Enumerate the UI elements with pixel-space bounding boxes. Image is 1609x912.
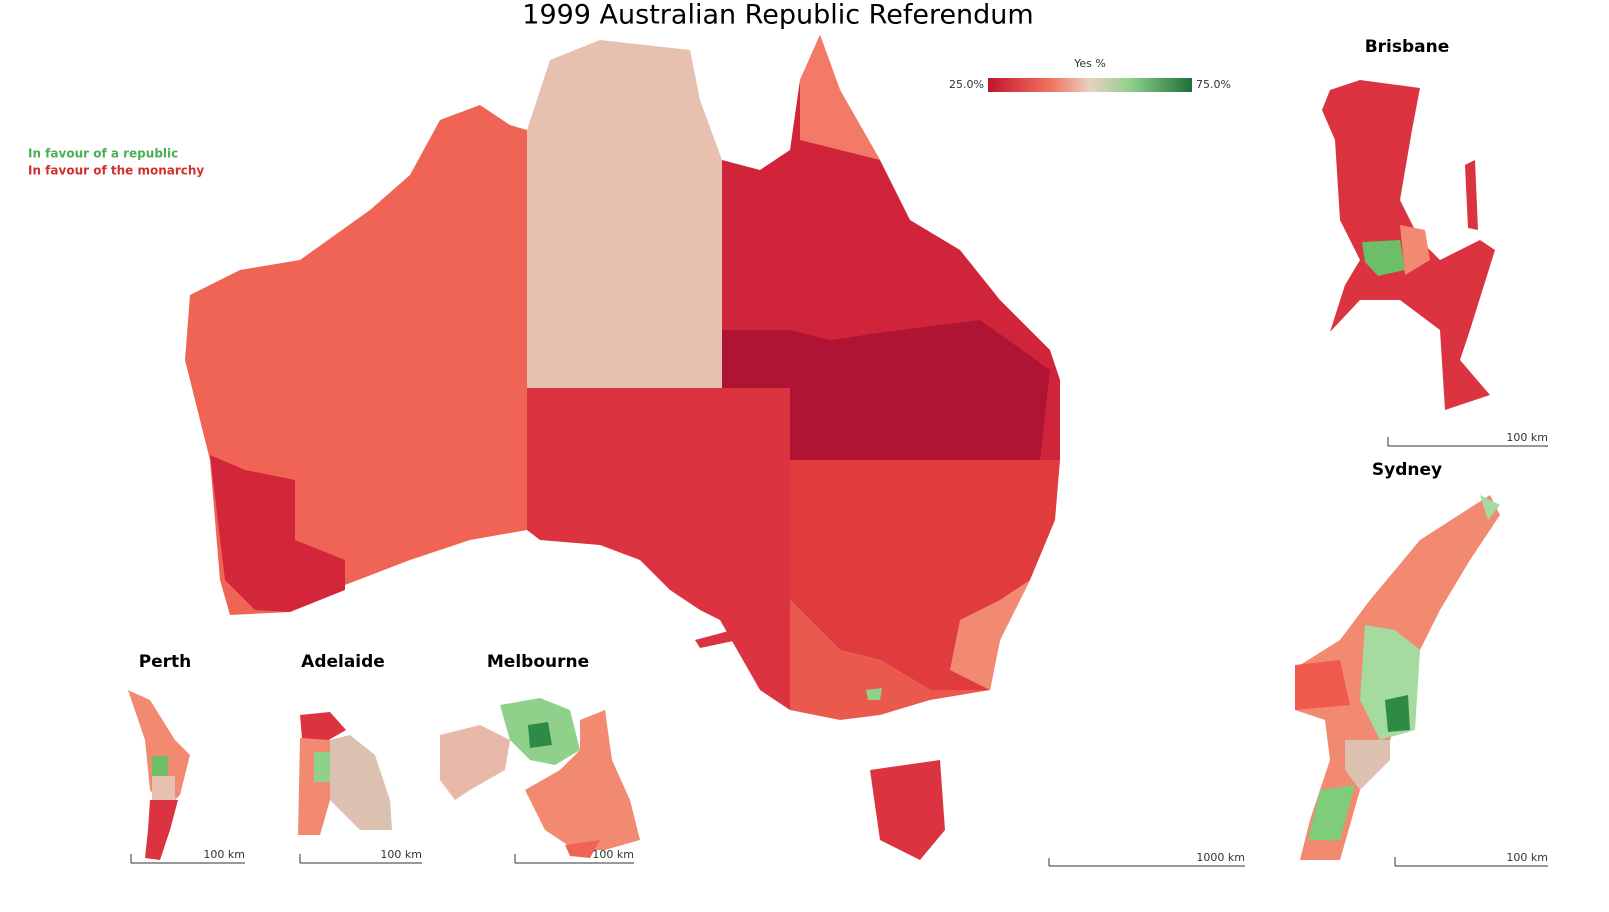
region-qld-north bbox=[800, 35, 880, 160]
region-kangaroo-island bbox=[695, 628, 740, 648]
region bbox=[1465, 160, 1478, 230]
key-republic: In favour of a republic bbox=[28, 147, 178, 161]
scale-label: 100 km bbox=[1506, 851, 1548, 864]
region-nt bbox=[527, 40, 722, 388]
inset-melbourne bbox=[440, 698, 640, 858]
region-vic bbox=[790, 600, 990, 720]
region bbox=[1480, 495, 1500, 520]
inset-perth bbox=[128, 690, 190, 860]
region-tas bbox=[870, 760, 945, 860]
region-melbourne bbox=[866, 688, 882, 700]
region bbox=[565, 840, 600, 858]
inset-label: Sydney bbox=[1372, 460, 1442, 480]
scale-label: 100 km bbox=[203, 848, 245, 861]
inset-brisbane bbox=[1322, 80, 1495, 410]
region bbox=[145, 800, 178, 860]
region bbox=[152, 756, 168, 776]
region-wa-sw bbox=[210, 455, 345, 612]
scale-label: 100 km bbox=[380, 848, 422, 861]
title: 1999 Australian Republic Referendum bbox=[522, 0, 1033, 31]
key-monarchy: In favour of the monarchy bbox=[28, 164, 204, 178]
region bbox=[525, 710, 640, 850]
region bbox=[152, 776, 175, 800]
region bbox=[1345, 740, 1390, 790]
region bbox=[440, 725, 510, 800]
region-nsw-coast bbox=[950, 580, 1030, 690]
region-sa bbox=[527, 388, 790, 710]
region bbox=[330, 735, 392, 830]
inset-sydney bbox=[1295, 495, 1500, 860]
region-qld-south bbox=[722, 320, 1050, 460]
inset-label: Melbourne bbox=[487, 652, 589, 672]
region bbox=[1295, 660, 1350, 710]
legend-max: 75.0% bbox=[1196, 78, 1231, 91]
inset-label: Brisbane bbox=[1365, 37, 1450, 57]
region bbox=[1385, 695, 1410, 732]
inset-label: Adelaide bbox=[301, 652, 385, 672]
scale-label: 1000 km bbox=[1196, 851, 1245, 864]
legend-title: Yes % bbox=[1073, 57, 1106, 70]
scale-label: 100 km bbox=[592, 848, 634, 861]
region bbox=[1362, 240, 1405, 276]
legend-gradient bbox=[988, 78, 1192, 92]
legend-min: 25.0% bbox=[949, 78, 984, 91]
region bbox=[1308, 785, 1355, 840]
australia-map bbox=[185, 35, 1060, 860]
inset-adelaide bbox=[298, 712, 392, 835]
region bbox=[314, 752, 330, 782]
region bbox=[528, 722, 552, 748]
region bbox=[1400, 225, 1430, 275]
region bbox=[300, 712, 346, 745]
inset-label: Perth bbox=[139, 652, 192, 672]
scale-label: 100 km bbox=[1506, 431, 1548, 444]
